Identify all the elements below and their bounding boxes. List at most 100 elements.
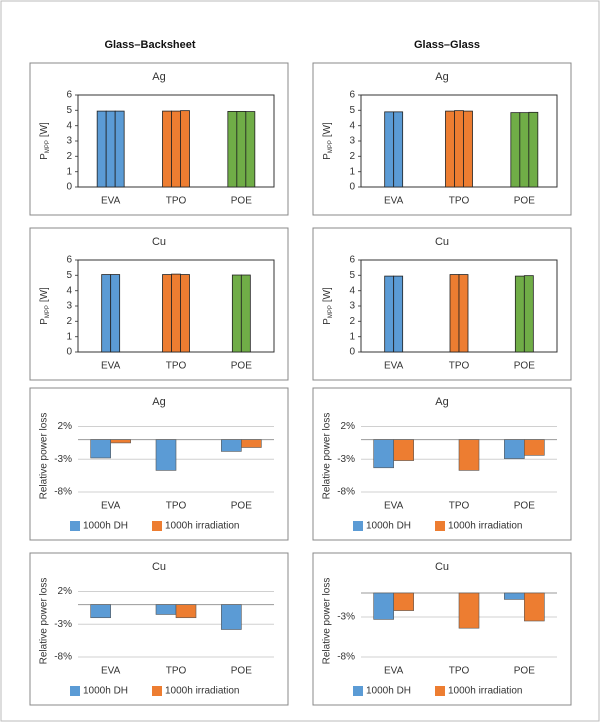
y-label-text: P bbox=[39, 318, 50, 325]
bar bbox=[458, 274, 469, 353]
x-tick-label: TPO bbox=[166, 196, 187, 207]
legend-label: 1000h DH bbox=[83, 521, 128, 532]
x-tick-label: EVA bbox=[384, 196, 404, 207]
chart: Ag Relative power loss 2% -3% -8% EVA TPO POE 10… bbox=[312, 387, 572, 541]
bar bbox=[519, 112, 530, 188]
bar bbox=[514, 275, 525, 353]
bar bbox=[105, 110, 116, 188]
bar bbox=[241, 439, 262, 448]
y-tick-label: 1 bbox=[349, 331, 355, 342]
y-label-unit: [W] bbox=[322, 122, 333, 137]
y-tick-label: 4 bbox=[349, 120, 355, 131]
bar bbox=[155, 439, 177, 471]
y-label-sub: MPP bbox=[328, 140, 334, 153]
x-tick-label: EVA bbox=[101, 196, 121, 207]
legend-swatch bbox=[152, 521, 162, 531]
y-tick-label: 5 bbox=[349, 105, 355, 116]
chart-title: Cu bbox=[435, 561, 449, 573]
bar bbox=[454, 110, 464, 188]
y-axis-label: Relative power loss bbox=[322, 413, 333, 500]
legend-swatch bbox=[70, 521, 80, 531]
bar bbox=[504, 592, 525, 600]
column-header: Glass–Backsheet bbox=[104, 39, 195, 51]
chart: Cu PMPP [W] 0 1 2 3 4 5 6 EVA TPO POE bbox=[312, 227, 572, 381]
x-tick-label: TPO bbox=[449, 361, 470, 372]
bar bbox=[114, 110, 125, 188]
chart-title: Cu bbox=[152, 561, 166, 573]
x-tick-label: EVA bbox=[101, 361, 121, 372]
bar bbox=[221, 604, 242, 630]
bar bbox=[180, 274, 190, 353]
chart-frame bbox=[312, 552, 572, 706]
chart-title: Ag bbox=[152, 71, 165, 83]
bar bbox=[384, 275, 395, 353]
bar bbox=[524, 439, 545, 456]
y-tick-label: 5 bbox=[66, 270, 72, 281]
y-axis-label: Relative power loss bbox=[39, 413, 50, 500]
legend-swatch bbox=[435, 686, 445, 696]
x-tick-label: POE bbox=[231, 501, 252, 512]
legend-swatch bbox=[70, 686, 80, 696]
y-tick-label: 1 bbox=[66, 331, 72, 342]
y-tick-label: 0 bbox=[66, 182, 72, 193]
bar bbox=[393, 111, 404, 188]
y-tick-label: -8% bbox=[54, 652, 72, 663]
bar bbox=[523, 275, 534, 353]
y-tick-label: 3 bbox=[66, 136, 72, 147]
bar bbox=[110, 274, 121, 353]
bar bbox=[373, 592, 394, 620]
bar bbox=[110, 439, 131, 444]
bar bbox=[445, 110, 455, 188]
bar bbox=[101, 274, 112, 353]
y-axis-label: Relative power loss bbox=[39, 578, 50, 665]
bar bbox=[524, 592, 545, 622]
y-tick-label: 2% bbox=[58, 586, 73, 597]
x-tick-label: POE bbox=[514, 501, 535, 512]
x-tick-label: POE bbox=[231, 361, 252, 372]
chart-title: Cu bbox=[435, 236, 449, 248]
y-tick-label: -8% bbox=[337, 487, 355, 498]
legend-swatch bbox=[435, 521, 445, 531]
y-axis-label: Relative power loss bbox=[322, 578, 333, 665]
legend-label: 1000h irradiation bbox=[448, 686, 523, 697]
y-tick-label: 6 bbox=[66, 255, 72, 266]
bar bbox=[393, 439, 414, 461]
bar bbox=[96, 110, 107, 188]
y-tick-label: 6 bbox=[349, 255, 355, 266]
y-tick-label: 2 bbox=[349, 151, 355, 162]
y-axis-label: PMPP [W] bbox=[322, 287, 334, 325]
chart-frame bbox=[29, 552, 289, 706]
y-label-unit: [W] bbox=[322, 287, 333, 302]
y-label-unit: [W] bbox=[39, 122, 50, 137]
y-tick-label: 0 bbox=[349, 182, 355, 193]
x-tick-label: POE bbox=[231, 196, 252, 207]
y-tick-label: 1 bbox=[349, 166, 355, 177]
x-tick-label: EVA bbox=[384, 361, 404, 372]
y-tick-label: 2 bbox=[66, 151, 72, 162]
x-tick-label: TPO bbox=[449, 666, 470, 677]
y-tick-label: 4 bbox=[66, 285, 72, 296]
bar bbox=[171, 273, 181, 353]
bar bbox=[231, 274, 242, 353]
chart-title: Ag bbox=[152, 396, 165, 408]
bar bbox=[458, 439, 480, 471]
chart: Cu Relative power loss 2% -3% -8% EVA TPO POE 10… bbox=[29, 552, 289, 706]
x-tick-label: POE bbox=[514, 361, 535, 372]
legend-swatch bbox=[353, 686, 363, 696]
x-tick-label: EVA bbox=[384, 501, 404, 512]
y-tick-label: 3 bbox=[349, 301, 355, 312]
x-tick-label: POE bbox=[514, 196, 535, 207]
y-label-sub: MPP bbox=[328, 305, 334, 318]
y-tick-label: 2 bbox=[66, 316, 72, 327]
chart-title: Cu bbox=[152, 236, 166, 248]
y-tick-label: 0 bbox=[66, 347, 72, 358]
y-tick-label: 6 bbox=[349, 90, 355, 101]
bar bbox=[155, 604, 177, 615]
legend-swatch bbox=[353, 521, 363, 531]
bar bbox=[449, 274, 460, 353]
x-tick-label: POE bbox=[231, 666, 252, 677]
y-label-sub: MPP bbox=[45, 305, 51, 318]
legend-swatch bbox=[152, 686, 162, 696]
y-axis-label: PMPP [W] bbox=[39, 122, 51, 160]
